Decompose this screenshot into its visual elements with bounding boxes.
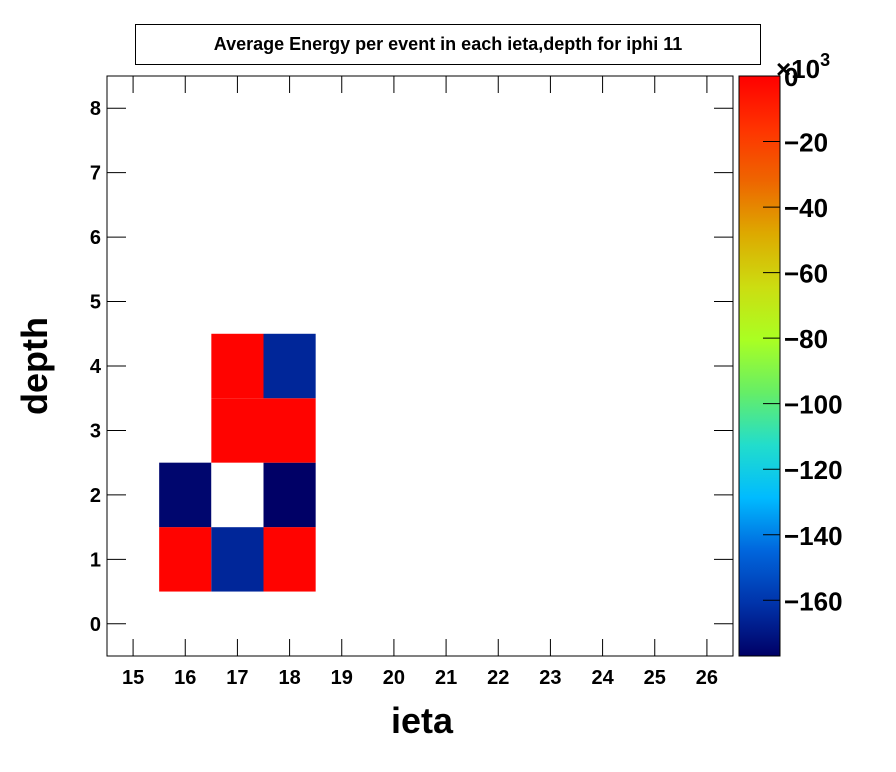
x-tick-label: 16: [174, 667, 196, 689]
x-tick-label: 20: [383, 667, 405, 689]
x-tick-label: 24: [591, 667, 614, 689]
heatmap-cell: [263, 462, 316, 528]
y-tick-label: 0: [90, 614, 101, 636]
heatmap-cell: [263, 333, 316, 399]
colorbar-tick-label: −100: [784, 390, 843, 420]
x-tick-label: 21: [435, 667, 457, 689]
y-tick-label: 3: [90, 420, 101, 442]
colorbar-tick-label: −140: [784, 521, 843, 551]
colorbar-tick-label: −60: [784, 259, 828, 289]
x-tick-label: 15: [122, 667, 144, 689]
x-tick-label: 19: [331, 667, 353, 689]
colorbar-tick-label: −120: [784, 455, 843, 485]
y-tick-label: 2: [90, 485, 101, 507]
colorbar: [738, 75, 781, 657]
colorbar-tick-label: −20: [784, 128, 828, 158]
y-tick-label: 6: [90, 227, 101, 249]
y-axis-ticks: 0 1 2 3 4 5 6 7 8: [90, 98, 733, 636]
heatmap-cell: [211, 333, 264, 399]
colorbar-exponent-power: 3: [820, 50, 830, 70]
heatmap-cell: [159, 462, 212, 528]
x-tick-label: 17: [226, 667, 248, 689]
heatmap-cells: [159, 333, 316, 592]
colorbar-ticks: 0 −20 −40 −60 −80 −100 −120 −140 −160: [763, 62, 843, 616]
x-tick-label: 23: [539, 667, 561, 689]
colorbar-tick-label: −40: [784, 193, 828, 223]
heatmap-cell: [263, 527, 316, 592]
heatmap-cell: [159, 527, 212, 592]
y-axis-label: depth: [14, 317, 55, 415]
y-tick-label: 1: [90, 549, 101, 571]
x-tick-label: 18: [278, 667, 300, 689]
x-axis-ticks: 15 16 17 18 19 20 21 22 23 24 25 26: [122, 76, 718, 689]
y-tick-label: 4: [90, 356, 102, 378]
colorbar-tick-label: 0: [784, 62, 798, 92]
colorbar-tick-label: −80: [784, 324, 828, 354]
colorbar-exponent: ×103: [776, 50, 830, 84]
x-tick-label: 25: [644, 667, 666, 689]
x-tick-label: 22: [487, 667, 509, 689]
chart-title-text: Average Energy per event in each ieta,de…: [213, 34, 683, 54]
y-tick-label: 7: [90, 163, 101, 185]
colorbar-exponent-base: ×10: [776, 54, 820, 84]
x-tick-label: 26: [696, 667, 718, 689]
y-tick-label: 8: [90, 98, 101, 120]
heatmap-cell: [263, 398, 316, 463]
heatmap-cell: [211, 527, 264, 592]
chart-title: Average Energy per event in each ieta,de…: [135, 24, 761, 65]
y-tick-label: 5: [90, 292, 101, 314]
heatmap-cell: [211, 462, 264, 528]
x-axis-label: ieta: [391, 700, 454, 741]
colorbar-tick-label: −160: [784, 586, 843, 616]
heatmap-cell: [211, 398, 264, 463]
